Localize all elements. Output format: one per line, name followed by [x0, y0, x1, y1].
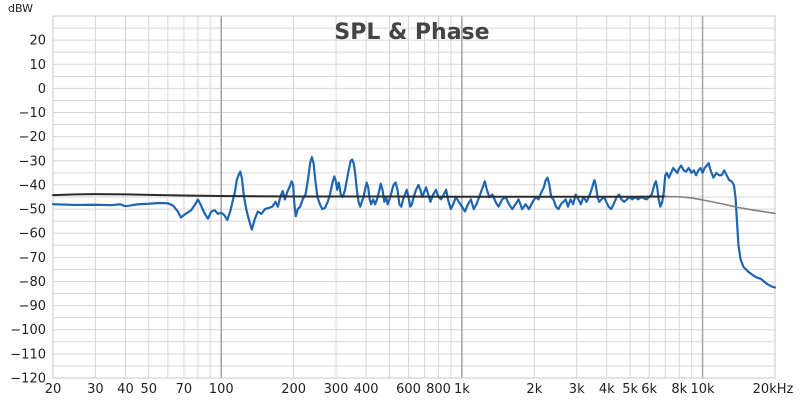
x-tick-label: 400 [354, 382, 379, 397]
x-tick-label: 800 [426, 382, 451, 397]
x-tick-label: 100 [209, 382, 234, 397]
y-tick-label: −110 [10, 347, 46, 362]
x-tick-label: 200 [281, 382, 306, 397]
x-tick-label: 40 [117, 382, 134, 397]
y-tick-label: −80 [19, 275, 46, 290]
x-tick-label: 8k [671, 382, 687, 397]
x-tick-label: 600 [396, 382, 421, 397]
y-tick-label: −120 [10, 372, 46, 387]
phase-curve [52, 193, 667, 198]
y-axis-unit-label: dBW [8, 2, 33, 15]
x-tick-label: 20 [45, 382, 62, 397]
spl-curve [51, 156, 777, 289]
x-tick-label: 3k [569, 382, 585, 397]
y-tick-label: 10 [29, 58, 46, 73]
y-tick-label: −40 [19, 178, 46, 193]
y-axis-ticks: 20 10 0 −10 −20 −30 −40 −50 −60 −70 −80 −90 −100 −110… [10, 34, 46, 387]
x-tick-label: 5k [622, 382, 638, 397]
y-tick-label: −100 [10, 323, 46, 338]
y-tick-label: 0 [38, 82, 46, 97]
x-tick-label: 10k [691, 382, 716, 397]
y-tick-label: −30 [19, 154, 46, 169]
x-tick-label: 30 [87, 382, 104, 397]
x-tick-label: 50 [140, 382, 157, 397]
x-tick-label: 300 [324, 382, 349, 397]
x-tick-label: 2k [526, 382, 542, 397]
y-tick-label: −20 [19, 130, 46, 145]
y-tick-label: −60 [19, 227, 46, 242]
x-tick-label: 1k [454, 382, 470, 397]
x-tick-label: 4k [599, 382, 615, 397]
plot-frame [52, 15, 776, 379]
chart-title: SPL & Phase [334, 20, 489, 45]
x-axis-ticks: 20 30 40 50 70 100 200 300 400 600 800 1k 2k 3k 4k 5k 6k… [45, 382, 794, 397]
y-tick-label: −70 [19, 251, 46, 266]
y-tick-label: 20 [29, 34, 46, 49]
y-tick-label: −10 [19, 106, 46, 121]
y-tick-label: −50 [19, 203, 46, 218]
y-tick-label: −90 [19, 299, 46, 314]
x-tick-label: 70 [176, 382, 193, 397]
x-tick-label: 20kHz [753, 382, 794, 397]
series-layer [51, 156, 777, 289]
phase-curve-rolloff [664, 195, 776, 215]
x-tick-label: 6k [641, 382, 657, 397]
